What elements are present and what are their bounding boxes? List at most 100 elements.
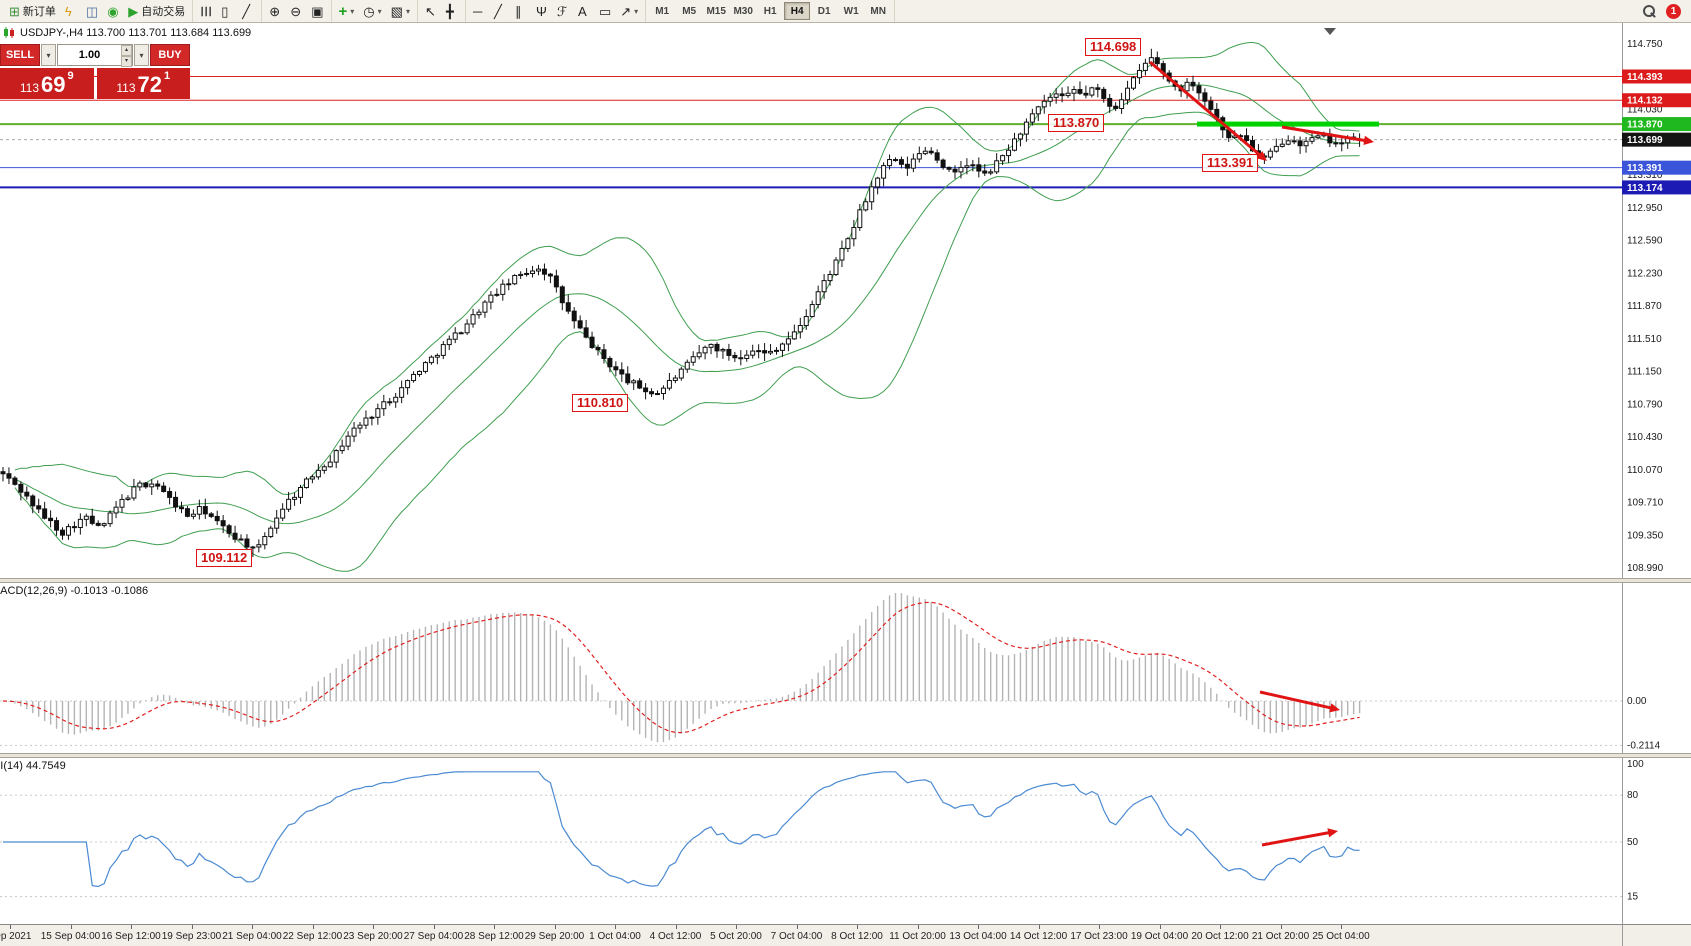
volume-field: ▴ ▾ [57,44,133,67]
trend-arrow[interactable] [1281,125,1374,145]
fibonacci-button[interactable]: ℱ [553,1,573,21]
time-label: 17 Oct 23:00 [1070,931,1128,942]
trend-arrow[interactable] [1259,690,1340,713]
panel-splitter[interactable] [0,578,1691,583]
cursor-icon: ↖ [424,3,436,19]
crosshair-button[interactable]: ╋ [442,1,462,21]
price-tag [1622,132,1691,147]
pitchfork-button[interactable]: Ψ [532,1,552,21]
buy-price-big-figure: 113 [116,80,136,95]
label-button[interactable]: ▭ [595,1,615,21]
timeframe-h4-button[interactable]: H4 [784,2,811,20]
time-tick [131,925,132,929]
volume-input[interactable] [58,45,132,65]
trendline-icon: ╱ [493,3,502,19]
price-tick-label: 114.750 [1627,39,1663,50]
price-tick-label: 108.990 [1627,563,1664,574]
buy-options-caret[interactable]: ▾ [134,44,149,66]
indicators-button[interactable]: + ▾ [335,1,359,21]
panel-splitter[interactable] [0,753,1691,758]
trend-arrow[interactable] [1261,828,1338,847]
time-label: 28 Sep 12:00 [464,931,524,942]
tile-windows-icon: ▣ [311,3,324,19]
buy-button[interactable]: BUY [150,44,190,66]
price-tag-label: 113.174 [1627,183,1663,194]
price-annotation[interactable]: 114.698 [1085,38,1142,56]
sell-options-caret[interactable]: ▾ [41,44,56,66]
timeframe-m30-button[interactable]: M30 [733,5,753,17]
price-annotation[interactable]: 109.112 [196,549,253,567]
toolbar-group: ⊕ ⊖ ▣ [262,0,332,22]
macd-panel[interactable]: 0.5828 0.00 -0.2114 [0,583,1691,753]
time-tick [554,925,556,929]
price-tick-label: 114.030 [1627,105,1663,116]
trendline-button[interactable]: ╱ [490,1,510,21]
timeframe-h1-button[interactable]: H1 [763,5,777,17]
new-chart-button[interactable]: ϟ [61,1,81,21]
channel-button[interactable]: ∥ [511,1,531,21]
autotrading-icon: ▶ [128,3,139,19]
price-annotation[interactable]: 113.870 [1048,114,1105,132]
line-chart-button[interactable]: ╱ [238,1,258,21]
sell-price-display[interactable]: 113 69 9 [0,68,94,99]
volume-up-button[interactable]: ▴ [121,45,132,56]
new-order-button-label: 新订单 [22,6,56,18]
price-annotation[interactable]: 110.810 [572,394,629,412]
chart-shift-marker[interactable] [1324,28,1336,35]
notification-badge[interactable]: 1 [1666,3,1681,19]
time-label: 25 Oct 04:00 [1312,931,1370,942]
shapes-button[interactable]: ↗ ▾ [616,1,642,21]
sell-button[interactable]: SELL [0,44,40,66]
timeframe-m5-button[interactable]: M5 [682,5,697,17]
time-tick [1099,925,1100,929]
zoom-out-button[interactable]: ⊖ [286,1,306,21]
support-zone-bar[interactable] [1197,121,1379,127]
symbol-ohlc-text: USDJPY-,H4 113.700 113.701 113.684 113.6… [20,27,252,39]
sell-price-big-figure: 113 [19,80,40,95]
timeframe-group: M1 M5 M15 M30 H1 H4 D1 W1 MN [646,0,896,22]
volume-down-button[interactable]: ▾ [121,56,132,67]
timeframe-w1-button[interactable]: W1 [843,5,859,17]
rsi-panel[interactable]: 100 80 50 15 [0,758,1691,924]
candlestick-chart-button[interactable]: ▯ [217,1,237,21]
macd-histogram [8,593,1361,743]
autotrading-button[interactable]: ▶ 自动交易 [124,1,189,21]
timeframe-d1-button[interactable]: D1 [817,5,831,17]
price-tick-label: 110.430 [1627,432,1663,443]
buy-price-display[interactable]: 113 72 1 [96,68,190,99]
profiles-button[interactable]: ◫ [82,1,102,21]
templates-button[interactable]: ▧ ▾ [387,1,414,21]
channel-icon: ∥ [514,3,522,19]
cursor-button[interactable]: ↖ [421,1,441,21]
time-tick [70,925,72,929]
timeframe-m1-button[interactable]: M1 [655,5,670,17]
refresh-button[interactable]: ◉ [103,1,123,21]
label-icon: ▭ [598,3,612,19]
price-tag [1622,117,1691,132]
trend-arrow[interactable] [1149,60,1267,161]
macd-axis-label: -0.2114 [1627,740,1661,751]
sell-price-pips: 69 [41,72,66,97]
price-annotation[interactable]: 113.391 [1202,154,1259,172]
new-order-button[interactable]: ⊞ 新订单 [5,1,60,21]
horizontal-line-button[interactable]: ─ [469,1,489,21]
bar-chart-button[interactable]: ☰ [196,1,216,21]
text-button[interactable]: A [574,1,594,21]
periods-button[interactable]: ◷ ▾ [359,1,385,21]
one-click-trading-widget: SELL ▾ ▴ ▾ ▾ BUY 113 69 9 [0,44,190,99]
price-tick-label: 113.310 [1627,170,1663,181]
refresh-icon: ◉ [107,3,119,19]
timeframe-mn-button[interactable]: MN [870,5,886,17]
search-icon[interactable] [1642,4,1656,18]
bollinger-lower-band [14,111,1360,572]
crosshair-icon: ╋ [445,3,454,19]
zoom-in-button[interactable]: ⊕ [265,1,285,21]
timeframe-m15-button[interactable]: M15 [706,5,726,17]
main-price-chart[interactable]: 114.750 114.030 113.310 112.950 112.590 112.2… [0,23,1691,578]
time-tick [1159,925,1161,929]
time-label: 27 Sep 04:00 [403,931,464,942]
tile-windows-button[interactable]: ▣ [307,1,327,21]
time-tick [978,925,979,929]
pitchfork-icon: Ψ [535,3,547,19]
